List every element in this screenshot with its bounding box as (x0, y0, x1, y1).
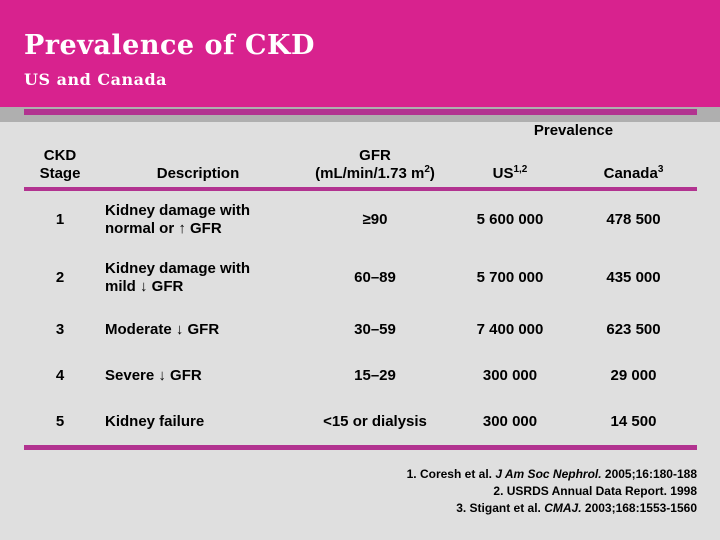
prevalence-table: Prevalence CKD Stage Description GFR (mL… (24, 122, 697, 450)
us-header: US1,2 (493, 165, 528, 183)
description-line1: Severe ↓ GFR (105, 367, 202, 384)
column-header-stage: CKD Stage (24, 142, 96, 187)
description-cell: Severe ↓ GFR (96, 353, 300, 399)
description-cell: Kidney damage with normal or ↑ GFR (96, 191, 300, 249)
description-cell: Kidney damage with mild ↓ GFR (96, 249, 300, 307)
canada-header: Canada3 (604, 165, 664, 183)
page-title: Prevalence of CKD (24, 30, 315, 61)
canada-value-cell: 14 500 (610, 413, 657, 430)
footnote-journal: J Am Soc Nephrol. (495, 467, 602, 481)
footnote-text: 2. USRDS Annual Data Report. 1998 (493, 484, 697, 498)
stage-cell: 5 (55, 413, 65, 430)
footnotes: 1. Coresh et al. J Am Soc Nephrol. 2005;… (407, 466, 697, 517)
description-line1: Moderate ↓ GFR (105, 321, 220, 338)
description-header-label: Description (156, 165, 240, 182)
description-cell: Kidney failure (96, 399, 300, 445)
canada-header-superscript: 3 (657, 164, 664, 175)
gfr-cell: 30–59 (354, 321, 396, 338)
footnote-text: 1. Coresh et al. (406, 467, 496, 481)
stage-cell: 4 (55, 367, 65, 384)
stage-header-line2: Stage (39, 165, 81, 182)
description-line2: normal or ↑ GFR (105, 220, 222, 237)
gfr-cell: 15–29 (354, 367, 396, 384)
column-header-description: Description (96, 142, 300, 187)
canada-value-cell: 435 000 (606, 269, 661, 286)
description-line1: Kidney damage with (105, 260, 251, 277)
footnote-1: 1. Coresh et al. J Am Soc Nephrol. 2005;… (407, 466, 697, 483)
column-header-canada: Canada3 (570, 142, 697, 187)
prevalence-label: Prevalence (533, 122, 614, 139)
footnote-text: 3. Stigant et al. (456, 501, 545, 515)
description-line1: Kidney damage with (105, 202, 251, 219)
column-header-us: US1,2 (450, 142, 570, 187)
footnote-2: 2. USRDS Annual Data Report. 1998 (407, 483, 697, 500)
gfr-header-line2: (mL/min/1.73 m2) (315, 165, 435, 183)
stage-cell: 2 (55, 269, 65, 286)
prevalence-group-header: Prevalence (450, 122, 697, 142)
gfr-cell: ≥90 (362, 211, 388, 228)
gfr-header-line1: GFR (359, 147, 391, 164)
canada-value-cell: 29 000 (610, 367, 657, 384)
us-value-cell: 7 400 000 (476, 321, 544, 338)
header-divider-strip (0, 107, 720, 122)
footnote-text: 2003;168:1553-1560 (581, 501, 697, 515)
us-header-label: US (492, 165, 514, 182)
header-divider-rule (24, 109, 697, 115)
footnote-text: 2005;16:180-188 (601, 467, 697, 481)
us-value-cell: 5 700 000 (476, 269, 544, 286)
canada-value-cell: 478 500 (606, 211, 661, 228)
footnote-3: 3. Stigant et al. CMAJ. 2003;168:1553-15… (407, 500, 697, 517)
us-value-cell: 5 600 000 (476, 211, 544, 228)
gfr-unit-prefix: (mL/min/1.73 m (315, 165, 425, 182)
description-line1: Kidney failure (105, 413, 205, 430)
gfr-unit-suffix: ) (429, 165, 435, 182)
table-bottom-rule (24, 445, 697, 450)
stage-cell: 3 (55, 321, 65, 338)
canada-value-cell: 623 500 (606, 321, 661, 338)
description-cell: Moderate ↓ GFR (96, 307, 300, 353)
stage-header-line1: CKD (43, 147, 77, 164)
header-band: Prevalence of CKD US and Canada (0, 0, 720, 107)
us-value-cell: 300 000 (482, 413, 538, 430)
page-subtitle: US and Canada (24, 70, 167, 89)
gfr-unit-superscript: 2 (424, 164, 430, 175)
stage-cell: 1 (55, 211, 65, 228)
footnote-journal: CMAJ. (544, 501, 582, 515)
us-header-superscript: 1,2 (513, 164, 528, 175)
table-header-rule (24, 187, 697, 191)
column-header-gfr: GFR (mL/min/1.73 m2) (300, 142, 450, 187)
us-value-cell: 300 000 (482, 367, 538, 384)
gfr-cell: <15 or dialysis (323, 413, 427, 430)
description-line2: mild ↓ GFR (105, 278, 184, 295)
gfr-cell: 60–89 (354, 269, 396, 286)
canada-header-label: Canada (603, 165, 658, 182)
